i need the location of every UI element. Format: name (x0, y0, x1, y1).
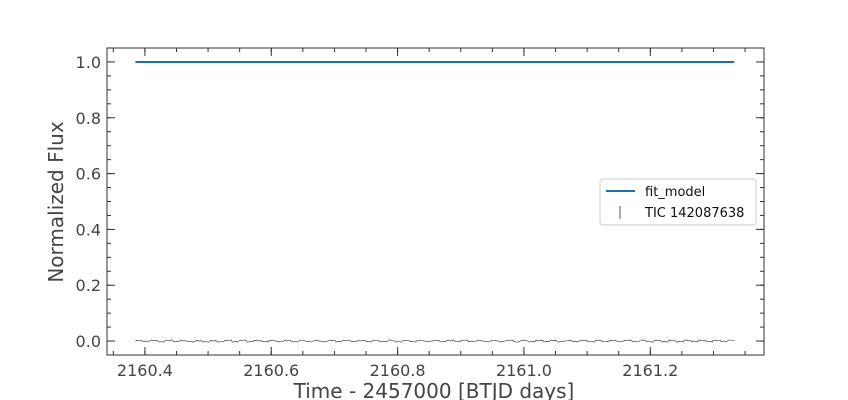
y-tick-label: 0.0 (76, 332, 101, 351)
series-layer (135, 60, 735, 343)
legend-fit-model-label: fit_model (645, 185, 705, 200)
legend-box (599, 178, 757, 226)
x-axis-label: Time - 2457000 [BTJD days] (293, 379, 575, 400)
y-tick-label: 0.8 (76, 109, 101, 128)
y-tick-label: 0.2 (76, 276, 101, 295)
x-tick-label: 2160.8 (370, 361, 426, 380)
legend: fit_model TIC 142087638 (599, 178, 757, 226)
plot-frame (106, 47, 765, 356)
x-tick-label: 2161.2 (622, 361, 678, 380)
tick-labels: 2160.4 2160.6 2160.8 2161.0 2161.2 0.0 0.2 0.4 0… (76, 53, 679, 380)
legend-tic-label: TIC 142087638 (644, 206, 744, 221)
x-tick-label: 2160.6 (243, 361, 299, 380)
series-tic-142087638 (135, 339, 735, 343)
x-tick-label: 2160.4 (117, 361, 173, 380)
x-tick-label: 2161.0 (496, 361, 552, 380)
y-tick-label: 0.4 (76, 220, 101, 239)
y-tick-label: 1.0 (76, 53, 101, 72)
y-tick-label: 0.6 (76, 165, 101, 184)
y-axis-label: Normalized Flux (44, 121, 68, 283)
axis-ticks (107, 47, 764, 356)
